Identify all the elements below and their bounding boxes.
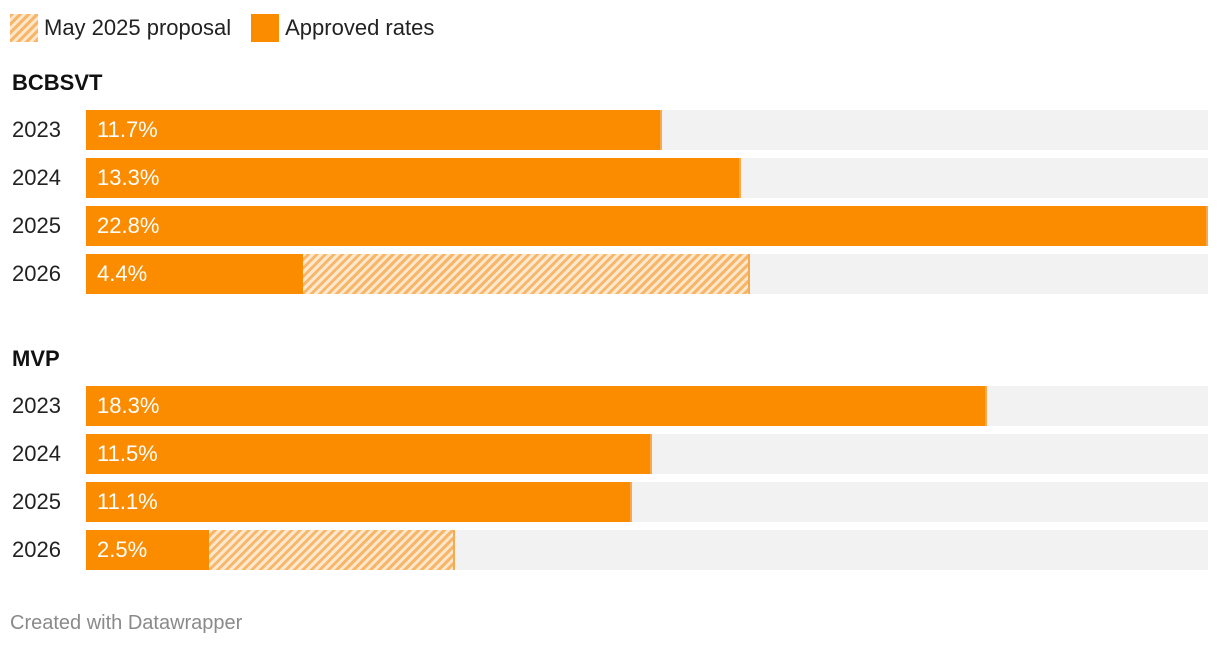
legend-item-proposal: May 2025 proposal <box>10 14 231 42</box>
bar-value-label: 4.4% <box>97 261 148 286</box>
bar-value-label: 11.5% <box>97 441 158 466</box>
bar-track: 11.5% <box>86 434 1208 474</box>
bar-approved <box>86 254 303 294</box>
legend: May 2025 proposal Approved rates <box>10 13 454 43</box>
bar-value-label: 22.8% <box>97 213 160 238</box>
legend-item-approved: Approved rates <box>251 14 434 42</box>
bar-value-label: 11.1% <box>97 489 158 514</box>
year-label: 2024 <box>12 441 61 466</box>
year-label: 2023 <box>12 393 61 418</box>
year-label: 2025 <box>12 213 61 238</box>
bar-approved <box>86 386 987 426</box>
bar-track: 2.5% <box>86 530 1208 570</box>
bar-approved <box>86 482 632 522</box>
year-label: 2026 <box>12 537 61 562</box>
bar-approved <box>86 110 662 150</box>
bar-approved <box>86 434 652 474</box>
bar-track: 11.7% <box>86 110 1208 150</box>
bar-value-label: 11.7% <box>97 117 158 142</box>
bar-value-label: 18.3% <box>97 393 160 418</box>
bar-value-label: 2.5% <box>97 537 148 562</box>
bar-approved <box>86 206 1208 246</box>
year-label: 2025 <box>12 489 61 514</box>
bar-value-label: 13.3% <box>97 165 160 190</box>
year-label: 2023 <box>12 117 61 142</box>
bar-approved <box>86 530 209 570</box>
year-label: 2026 <box>12 261 61 286</box>
group-title-bcbsvt: BCBSVT <box>12 70 103 95</box>
legend-swatch-proposal <box>10 14 38 42</box>
footer-credit: Created with Datawrapper <box>10 612 243 634</box>
legend-label-proposal: May 2025 proposal <box>44 15 232 40</box>
legend-swatch-approved <box>251 14 280 42</box>
bar-approved <box>86 158 741 198</box>
legend-label-approved: Approved rates <box>285 15 435 40</box>
group-title-mvp: MVP <box>12 346 60 371</box>
bar-track: 22.8% <box>86 206 1208 246</box>
year-label: 2024 <box>12 165 61 190</box>
bar-track: 4.4% <box>86 254 1208 294</box>
bar-track: 11.1% <box>86 482 1208 522</box>
bar-track: 13.3% <box>86 158 1208 198</box>
bar-track: 18.3% <box>86 386 1208 426</box>
